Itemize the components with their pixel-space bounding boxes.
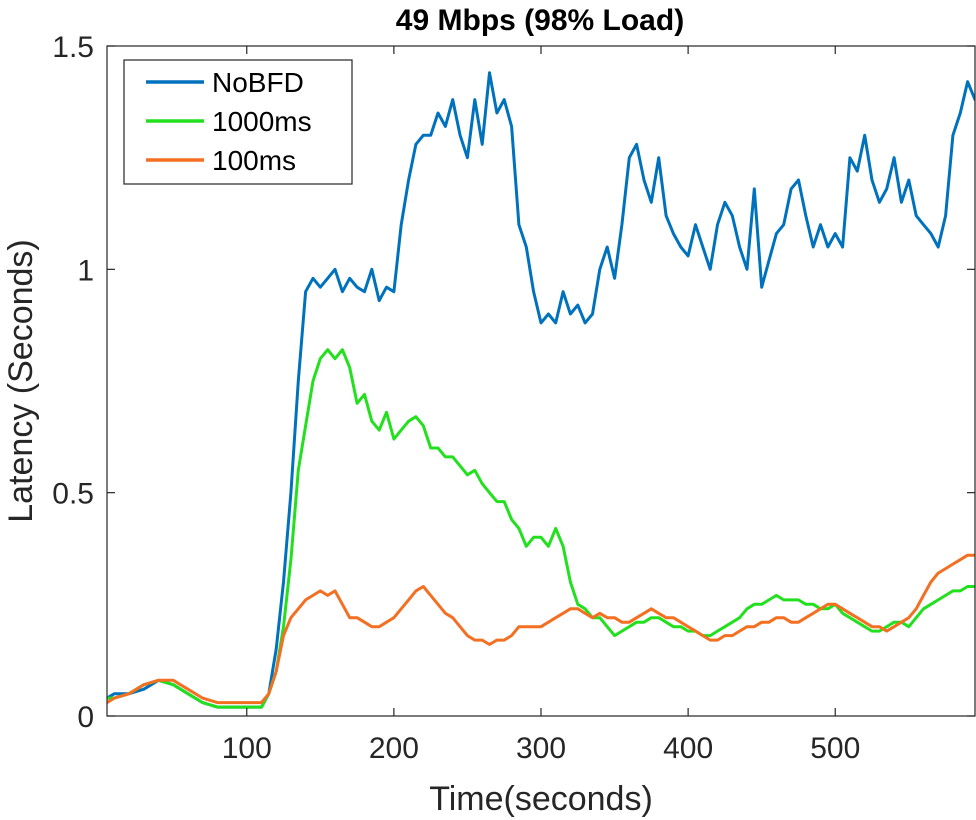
series-line-1000ms xyxy=(107,348,975,709)
y-axis-label: Latency (Seconds) xyxy=(2,239,40,523)
legend-label: NoBFD xyxy=(212,67,304,98)
legend-label: 100ms xyxy=(212,145,296,176)
y-tick-label: 1 xyxy=(77,254,94,287)
x-tick-label: 300 xyxy=(516,732,566,765)
y-axis: 0 0.5 1 1.5 xyxy=(52,31,975,734)
x-tick-label: 100 xyxy=(222,732,272,765)
x-axis-label: Time(seconds) xyxy=(429,780,653,818)
y-tick-label: 0.5 xyxy=(52,478,94,511)
series-line-nobfd xyxy=(107,71,975,709)
series-layer xyxy=(107,71,975,709)
legend: NoBFD 1000ms 100ms xyxy=(123,59,353,185)
legend-label: 1000ms xyxy=(212,106,312,137)
x-tick-label: 400 xyxy=(663,732,713,765)
y-tick-label: 0 xyxy=(77,701,94,734)
series-line-100ms xyxy=(107,553,975,705)
y-tick-label: 1.5 xyxy=(52,31,94,64)
x-tick-label: 200 xyxy=(369,732,419,765)
x-axis: 100 200 300 400 500 xyxy=(222,46,860,765)
chart-title: 49 Mbps (98% Load) xyxy=(396,4,684,37)
x-tick-label: 500 xyxy=(810,732,860,765)
